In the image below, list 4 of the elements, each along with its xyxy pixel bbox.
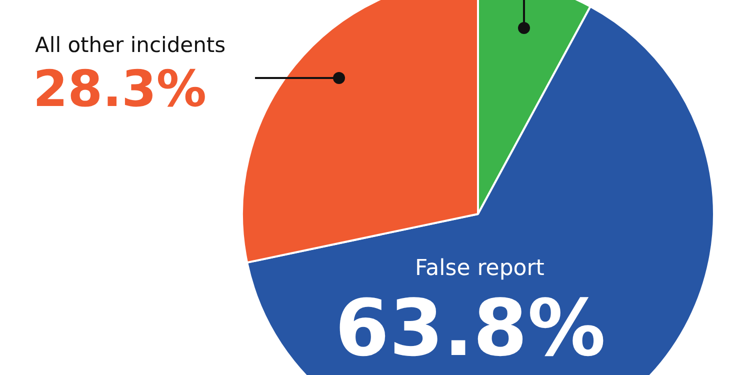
data-label: 28.3% xyxy=(33,60,206,118)
slice-label: False report xyxy=(415,256,544,281)
slice-label: All other incidents xyxy=(35,33,226,57)
data-label: 63.8% xyxy=(335,284,606,374)
